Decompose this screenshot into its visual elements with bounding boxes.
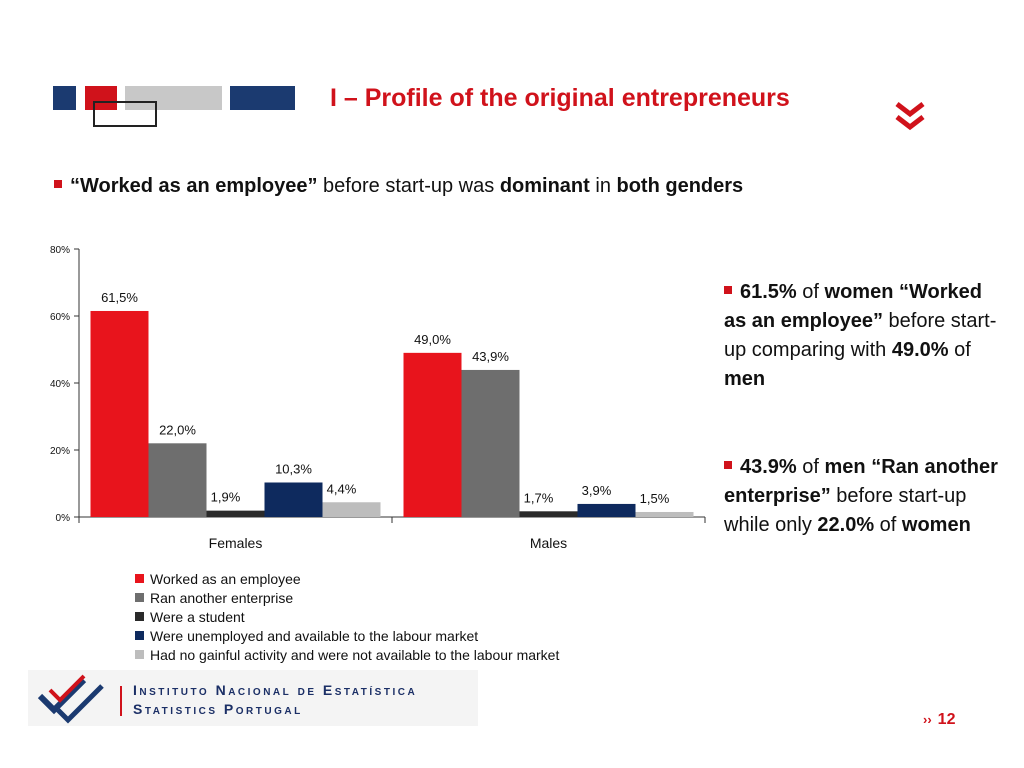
data-label: 22,0% — [159, 422, 196, 437]
subtitle-emph-3: both genders — [616, 175, 744, 197]
bar — [519, 511, 578, 517]
bar — [322, 502, 381, 517]
legend-label: Were a student — [150, 608, 245, 625]
org-name: Instituto Nacional de Estatística — [133, 682, 418, 698]
logo-divider — [120, 686, 122, 716]
bullet-icon — [54, 179, 62, 188]
y-tick-label: 60% — [50, 312, 70, 323]
legend-swatch — [135, 612, 144, 621]
double-chevron-down-icon[interactable] — [893, 100, 927, 134]
side-note-2: 43.9% of men “Ran another enterprise” be… — [724, 453, 1004, 540]
note1-text-2: before start-up comparing with — [724, 310, 997, 361]
bar — [461, 369, 520, 517]
note1-value-1: 61.5% — [740, 281, 797, 303]
data-label: 4,4% — [327, 481, 357, 496]
bar — [90, 310, 149, 517]
data-label: 3,9% — [582, 483, 612, 498]
note1-text-1: of — [796, 281, 825, 303]
note1-emph-1: women “Worked as an employee” — [724, 281, 982, 332]
header-block-4 — [230, 86, 295, 110]
header-block-3 — [125, 86, 222, 110]
data-label: 61,5% — [101, 290, 138, 305]
bullet-icon — [724, 285, 732, 294]
note1-value-2: 49.0% — [891, 339, 949, 361]
note2-value-2: 22.0% — [817, 514, 875, 536]
page-number: ›› 12 — [923, 711, 955, 729]
y-tick-label: 0% — [56, 513, 71, 524]
y-tick-label: 80% — [50, 245, 70, 256]
legend-label: Ran another enterprise — [150, 589, 294, 606]
legend-item: Worked as an employee — [135, 569, 559, 588]
note2-text-1: of — [796, 456, 825, 478]
note2-emph-2: women — [901, 514, 971, 536]
data-label: 49,0% — [414, 332, 451, 347]
slide-title: I – Profile of the original entrepreneur… — [330, 84, 790, 112]
y-tick-label: 40% — [50, 379, 70, 390]
bar — [635, 511, 694, 517]
y-tick-label: 20% — [50, 446, 70, 457]
slide-subtitle: “Worked as an employee” before start-up … — [54, 175, 743, 198]
note2-emph-1: men “Ran another enterprise” — [724, 456, 998, 507]
header-block-1 — [53, 86, 76, 110]
chart-legend: Worked as an employee Ran another enterpr… — [135, 569, 559, 664]
double-chevron-right-icon[interactable]: ›› — [923, 712, 932, 727]
bar — [148, 443, 207, 517]
data-label: 1,7% — [524, 490, 554, 505]
subtitle-emph-2: dominant — [499, 175, 590, 197]
side-note-1: 61.5% of women “Worked as an employee” b… — [724, 278, 1004, 394]
category-label: Males — [530, 535, 567, 551]
bar-chart: 0% 20% 40% 60% 80% Females 61,5% 22,0% 1,9% 10,3%… — [50, 245, 706, 551]
legend-label: Had no gainful activity and were not ava… — [150, 646, 560, 663]
bar — [206, 510, 265, 517]
bullet-icon — [724, 460, 732, 469]
legend-item: Were a student — [135, 607, 559, 626]
legend-swatch — [135, 631, 144, 640]
note1-text-3: of — [948, 339, 971, 361]
legend-label: Were unemployed and available to the lab… — [150, 627, 479, 644]
data-label: 10,3% — [275, 461, 312, 476]
note2-text-2: before start-up while only — [724, 485, 967, 536]
page-number-value: 12 — [937, 711, 956, 728]
note1-emph-2: men — [724, 368, 766, 390]
header-block-2 — [85, 86, 117, 110]
bar — [577, 503, 636, 517]
legend-item: Had no gainful activity and were not ava… — [135, 645, 559, 664]
legend-swatch — [135, 593, 144, 602]
note2-value-1: 43.9% — [740, 456, 797, 478]
note2-text-3: of — [874, 514, 902, 536]
legend-label: Worked as an employee — [150, 570, 301, 587]
legend-swatch — [135, 650, 144, 659]
bar — [403, 352, 462, 517]
ine-logo — [28, 670, 478, 726]
header-outline-box — [93, 101, 157, 127]
legend-swatch — [135, 574, 144, 583]
data-label: 43,9% — [472, 349, 509, 364]
subtitle-text-2: in — [589, 175, 617, 197]
legend-item: Ran another enterprise — [135, 588, 559, 607]
subtitle-text-1: before start-up was — [317, 175, 500, 197]
legend-item: Were unemployed and available to the lab… — [135, 626, 559, 645]
org-name-english: Statistics Portugal — [133, 701, 303, 717]
subtitle-emph-1: “Worked as an employee” — [70, 175, 318, 197]
category-label: Females — [209, 535, 263, 551]
data-label: 1,5% — [640, 491, 670, 506]
data-label: 1,9% — [211, 490, 241, 505]
bar — [264, 482, 323, 517]
